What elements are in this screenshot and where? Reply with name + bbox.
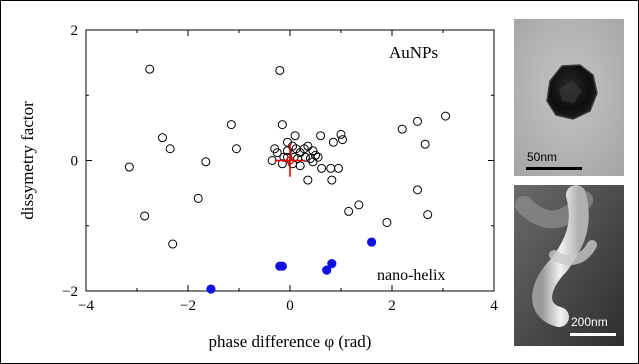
micrograph-nano-helix: 200nm xyxy=(514,185,624,346)
x-tick-label: −4 xyxy=(78,298,94,314)
x-tick-label: −2 xyxy=(180,298,196,314)
data-point-aunps xyxy=(336,129,346,139)
data-point-aunps xyxy=(308,146,318,156)
data-point-aunps xyxy=(441,111,451,121)
data-point-aunps xyxy=(275,65,285,75)
data-point-aunps xyxy=(313,152,323,162)
data-point-aunps xyxy=(327,175,337,185)
data-points xyxy=(124,64,451,294)
data-point-aunps xyxy=(316,131,326,141)
data-point-aunps xyxy=(277,120,287,130)
data-point-aunps xyxy=(413,116,422,126)
data-point-aunps xyxy=(354,200,364,210)
scale-label-top: 50nm xyxy=(527,150,558,164)
data-point-aunps xyxy=(165,144,175,154)
data-point-aunps xyxy=(311,150,320,160)
y-tick-label: 0 xyxy=(71,154,79,170)
data-point-nano-helix xyxy=(366,237,377,247)
data-point-nano-helix xyxy=(327,258,337,269)
mean-marker xyxy=(274,144,306,177)
y-axis-label: dissymetry factor xyxy=(18,101,37,220)
annotation-nano-helix: nano-helix xyxy=(377,267,445,284)
data-point-aunps xyxy=(295,161,305,171)
data-point-aunps xyxy=(413,185,422,195)
data-point-aunps xyxy=(303,141,313,151)
data-point-aunps xyxy=(308,157,318,167)
data-point-aunps xyxy=(338,135,348,145)
data-point-nano-helix xyxy=(322,265,332,275)
data-point-aunps xyxy=(333,163,343,173)
annotation-aunps: AuNPs xyxy=(389,43,438,62)
data-point-aunps xyxy=(326,163,336,173)
data-point-aunps xyxy=(303,175,313,185)
data-point-aunps xyxy=(305,154,315,164)
data-point-aunps xyxy=(270,144,280,154)
y-tick-label: 2 xyxy=(71,23,79,39)
data-point-aunps xyxy=(168,239,178,249)
data-point-aunps xyxy=(291,144,301,154)
data-point-aunps xyxy=(382,217,392,227)
data-point-aunps xyxy=(201,157,211,167)
mean-point xyxy=(285,156,295,165)
data-point-nano-helix xyxy=(277,261,287,271)
data-point-aunps xyxy=(158,133,167,143)
x-axis-label: phase difference φ (rad) xyxy=(209,332,372,351)
x-tick-labels: −4 −2 0 2 4 xyxy=(78,298,498,314)
data-point-nano-helix xyxy=(206,284,216,294)
scale-bar-top xyxy=(526,167,582,170)
data-point-aunps xyxy=(124,162,134,172)
data-point-aunps xyxy=(290,131,300,141)
x-tick-label: 2 xyxy=(388,298,396,314)
scale-label-bottom: 200nm xyxy=(571,315,608,329)
data-point-aunps xyxy=(397,124,407,134)
data-point-aunps xyxy=(145,64,155,74)
data-point-aunps xyxy=(423,210,433,220)
micrograph-nanoparticle: 50nm xyxy=(514,19,624,176)
data-point-aunps xyxy=(317,163,327,173)
data-point-aunps xyxy=(231,144,241,154)
y-tick-labels: −2 0 2 xyxy=(62,23,78,300)
data-point-aunps xyxy=(140,211,150,221)
data-point-aunps xyxy=(193,193,203,203)
scale-bar-bottom xyxy=(570,333,616,336)
data-point-aunps xyxy=(344,206,354,216)
x-tick-label: 0 xyxy=(286,298,294,314)
data-point-aunps xyxy=(420,139,430,149)
data-point-aunps xyxy=(226,120,236,130)
x-tick-label: 4 xyxy=(490,298,498,314)
y-tick-label: −2 xyxy=(62,284,78,300)
data-point-aunps xyxy=(328,137,338,147)
axis-ticks xyxy=(85,29,495,292)
